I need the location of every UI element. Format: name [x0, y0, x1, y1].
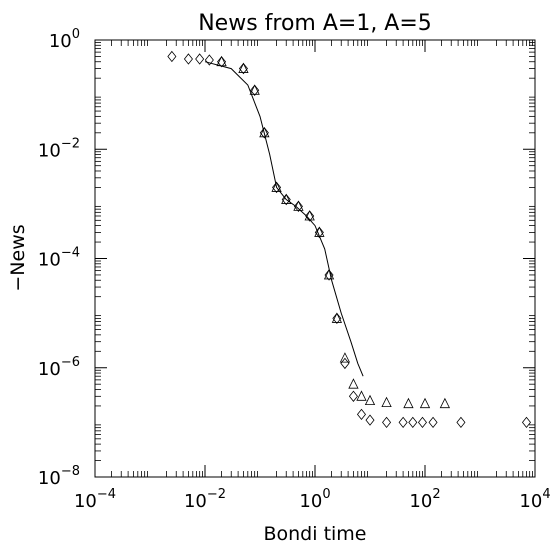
diamond-point: [238, 62, 248, 75]
diamond-point: [417, 416, 427, 429]
diamond-point: [259, 127, 269, 139]
triangle-point: [403, 397, 414, 409]
diamond-point: [195, 53, 205, 65]
y-tick-label: 10−2: [38, 136, 80, 161]
diamond-point: [348, 390, 358, 402]
triangle-point: [339, 352, 351, 363]
triangle-point: [271, 181, 282, 192]
y-axis-label: −News: [7, 224, 29, 291]
triangle-point: [216, 55, 227, 67]
x-tick-label: 102: [409, 487, 440, 512]
triangle-point: [304, 210, 315, 221]
diamond-point: [281, 193, 291, 206]
diamond-point: [521, 416, 531, 429]
diamond-point: [428, 416, 438, 429]
tick-labels: 10−4 10−2 100 102 104 10−8 10−6 10−4 10−2 100: [38, 27, 550, 512]
diamond-point: [408, 416, 418, 429]
y-tick-label: 100: [49, 27, 80, 52]
diamond-point: [398, 416, 408, 429]
diamond-point: [332, 312, 342, 325]
axis-ticks: [94, 39, 536, 478]
triangle-point: [323, 269, 335, 280]
triangle-point: [238, 62, 249, 73]
triangle-point: [331, 312, 343, 323]
diamond-point: [314, 226, 324, 239]
y-tick-label: 10−4: [38, 246, 80, 271]
diamond-point: [183, 53, 193, 65]
triangle-point: [419, 397, 431, 409]
triangle-point: [356, 390, 367, 401]
x-tick-label: 10−4: [74, 487, 116, 512]
diamond-point: [324, 269, 334, 281]
data-marks: [167, 50, 531, 429]
diamond-point: [204, 54, 214, 66]
diamond-point: [293, 200, 303, 213]
x-tick-label: 10−2: [184, 487, 226, 512]
triangle-point: [439, 397, 451, 409]
series-line: [204, 61, 364, 377]
x-axis-label: Bondi time: [263, 523, 366, 545]
diamond-point: [272, 181, 282, 194]
plot-frame: [94, 39, 536, 478]
y-tick-label: 10−8: [38, 464, 80, 489]
triangle-point: [381, 396, 392, 408]
diamond-point: [382, 416, 392, 429]
triangle-point: [364, 394, 376, 406]
triangle-point: [348, 378, 359, 389]
diamond-point: [217, 56, 227, 68]
diamond-point: [365, 414, 375, 426]
triangle-point: [249, 84, 260, 95]
diamond-point: [250, 84, 260, 96]
triangle-point: [314, 226, 325, 237]
x-tick-label: 104: [519, 487, 550, 512]
y-tick-label: 10−6: [38, 355, 80, 380]
diamond-point: [356, 408, 366, 421]
triangle-point: [281, 193, 292, 204]
triangle-point: [293, 200, 304, 211]
chart-title: News from A=1, A=5: [198, 11, 432, 36]
diamond-point: [167, 50, 177, 63]
diamond-point: [456, 416, 466, 429]
diamond-point: [305, 210, 315, 222]
diamond-point: [340, 357, 350, 370]
triangle-point: [259, 126, 270, 138]
x-tick-label: 100: [299, 487, 330, 512]
